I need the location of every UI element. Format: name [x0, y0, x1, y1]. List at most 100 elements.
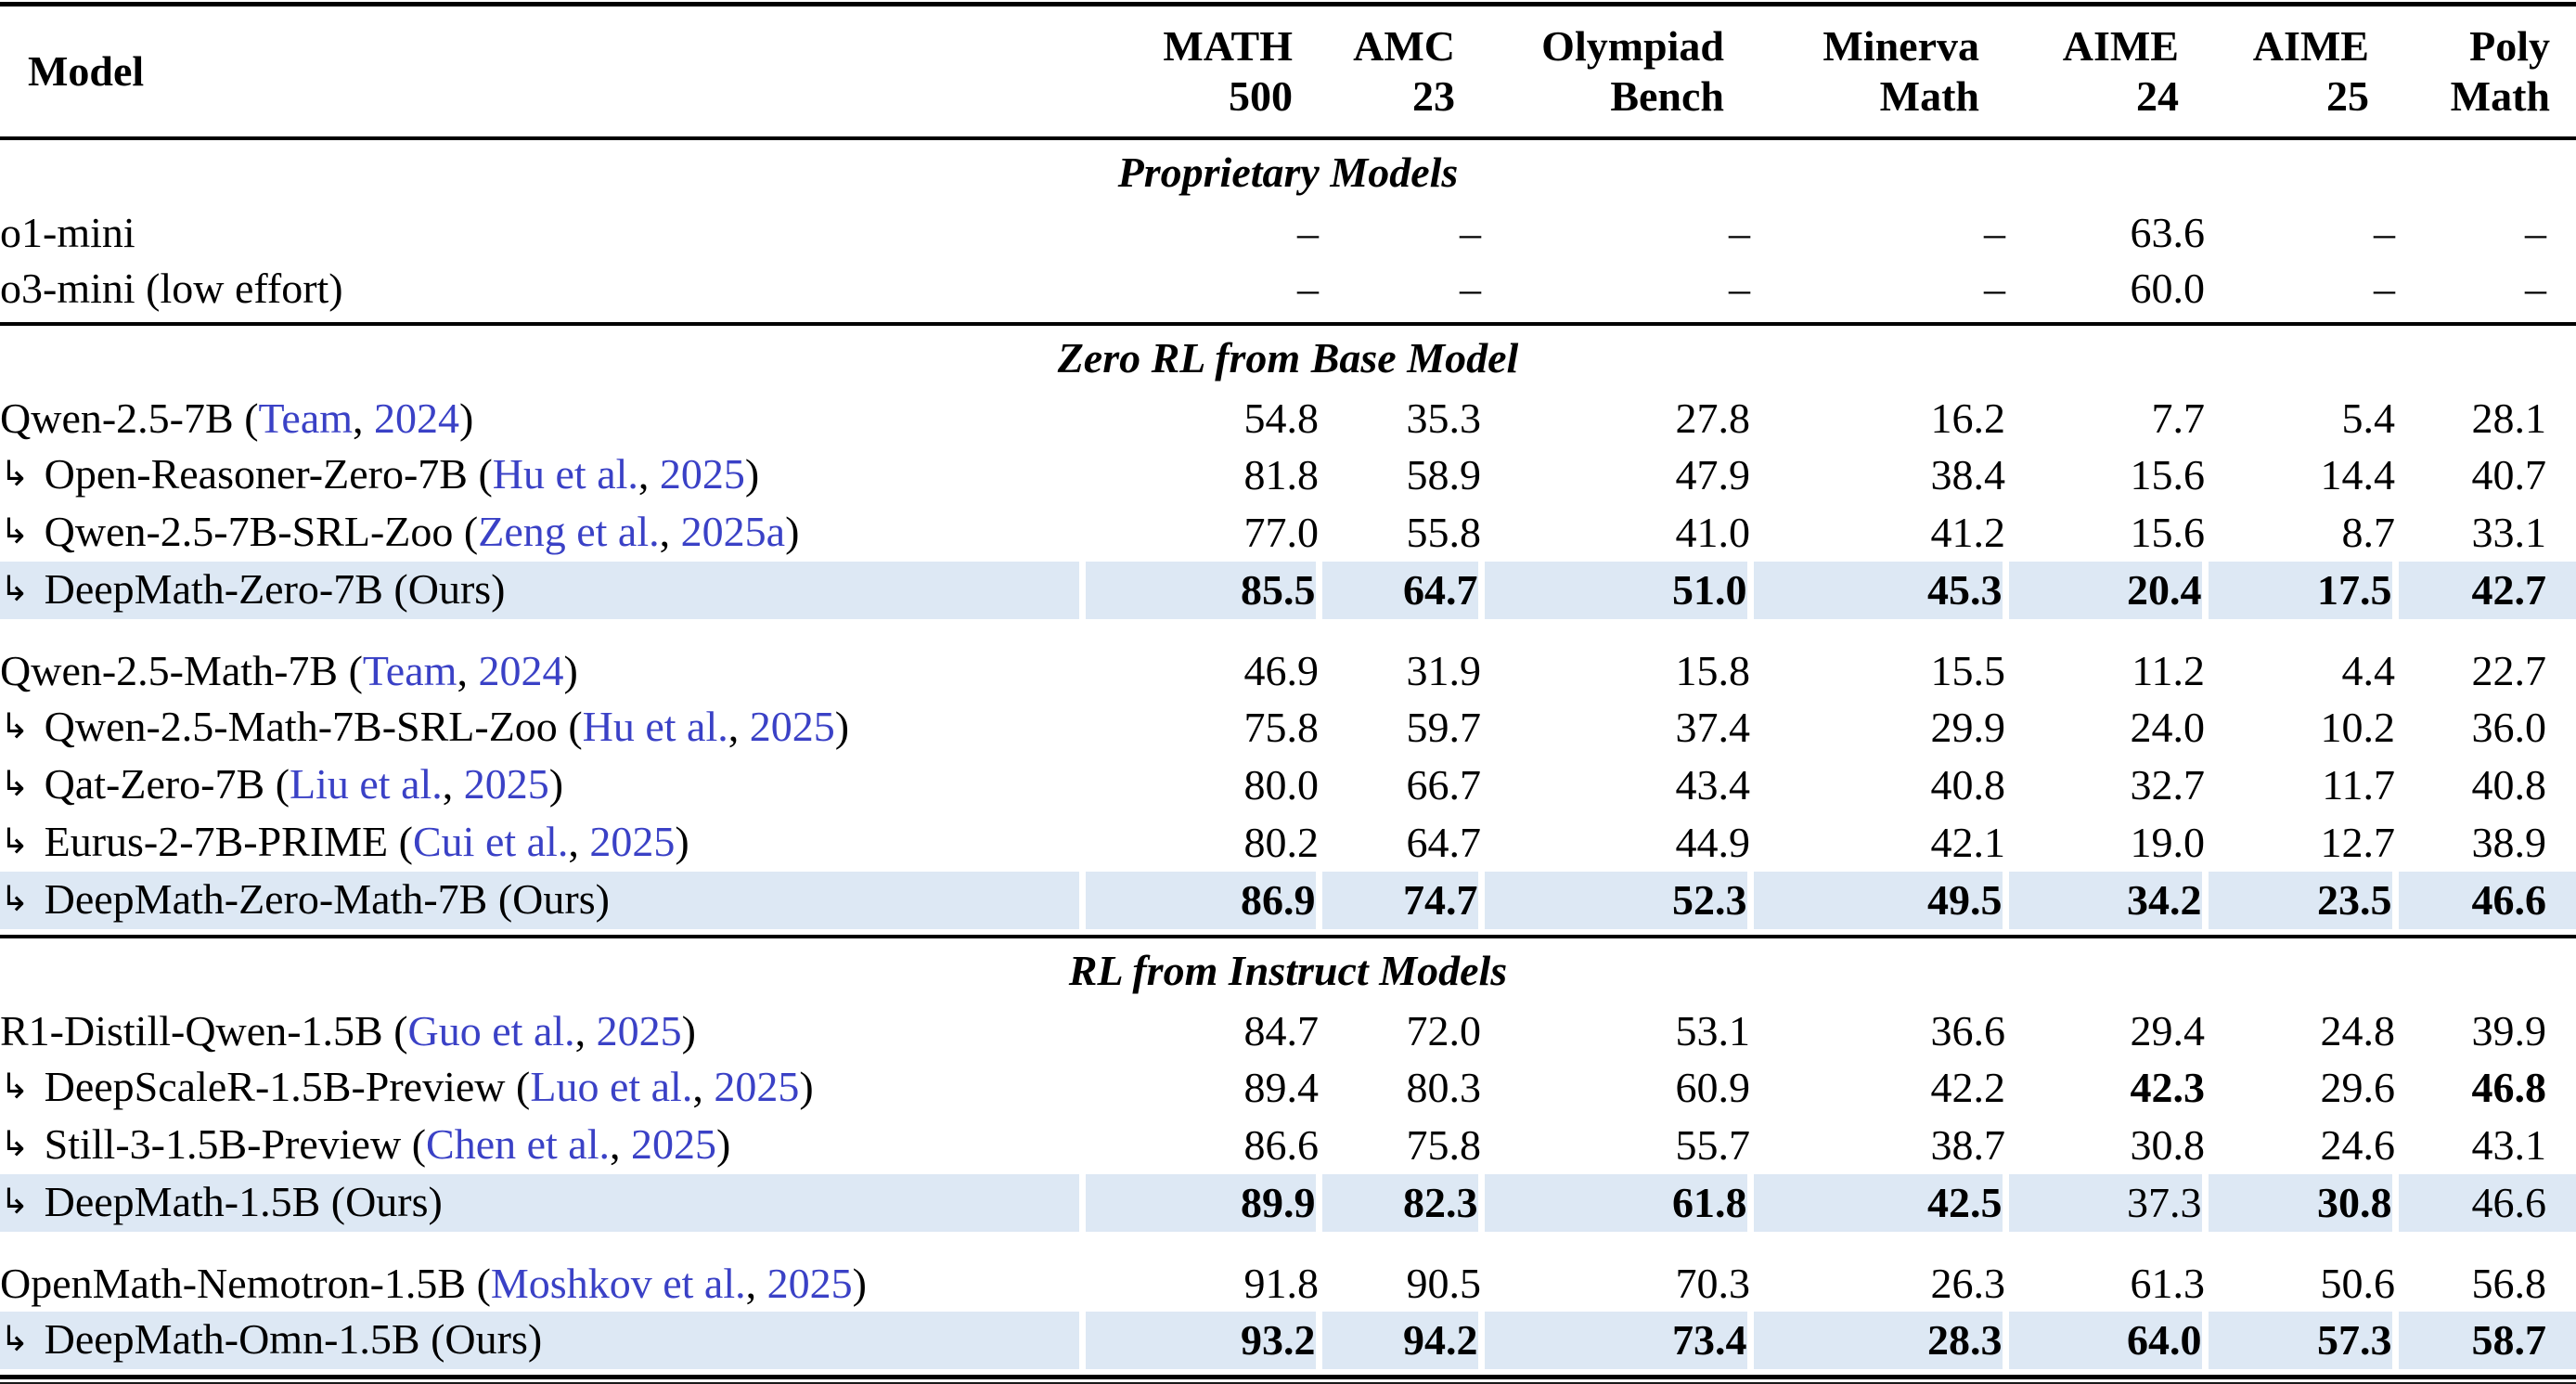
branch-arrow-icon: ↳	[0, 1123, 30, 1164]
score-cell: 80.2	[1243, 819, 1320, 866]
model-row: ↳ Qwen-2.5-7B-SRL-Zoo (Zeng et al., 2025a…	[0, 504, 2576, 562]
score-cell: 29.6	[2320, 1064, 2396, 1111]
branch-arrow-icon: ↳	[0, 1066, 30, 1106]
citation-year-link[interactable]: 2025	[766, 1260, 853, 1307]
score-cell: 89.9	[1078, 1174, 1319, 1232]
score-cell: 26.3	[1930, 1260, 2006, 1307]
score-cell: 44.9	[1675, 819, 1751, 866]
score-cell: 35.3	[1406, 395, 1482, 442]
model-row: ↳ Open-Reasoner-Zero-7B (Hu et al., 2025)…	[0, 446, 2576, 504]
score-cell: 61.3	[2130, 1260, 2206, 1307]
model-name: Open-Reasoner-Zero-7B	[44, 450, 468, 498]
row-spacer	[0, 1369, 2576, 1378]
section-header: Proprietary Models	[1117, 149, 1459, 196]
model-name: DeepMath-Zero-Math-7B	[44, 875, 488, 923]
score-cell: 19.0	[2130, 819, 2206, 866]
column-header-metric: AIME 24	[2005, 6, 2205, 136]
model-row: OpenMath-Nemotron-1.5B (Moshkov et al., …	[0, 1256, 2576, 1312]
score-cell: 42.5	[1746, 1174, 2005, 1232]
score-cell: 23.5	[2201, 872, 2395, 929]
score-cell: 15.8	[1675, 647, 1751, 694]
citation-author-link[interactable]: Moshkov et al.	[490, 1260, 746, 1307]
column-header-line: 25	[2326, 72, 2369, 120]
column-header-line: Bench	[1610, 72, 1724, 120]
score-cell: 20.4	[2002, 562, 2205, 619]
score-cell: –	[1729, 209, 1750, 256]
model-row: ↳ DeepMath-Zero-7B (Ours) 85.5 64.7 51.0 45.3…	[0, 562, 2576, 619]
model-name-cell: OpenMath-Nemotron-1.5B (Moshkov et al., …	[0, 1260, 867, 1307]
model-row: ↳ Eurus-2-7B-PRIME (Cui et al., 2025) 80.2…	[0, 814, 2576, 872]
branch-arrow-icon: ↳	[0, 1318, 30, 1359]
citation-year-link[interactable]: 2025	[714, 1063, 800, 1110]
score-cell: 77.0	[1243, 509, 1320, 556]
citation-year-link[interactable]: 2025	[631, 1120, 717, 1168]
section-rule	[0, 935, 2576, 938]
score-cell: 38.4	[1930, 451, 2006, 498]
citation-year-link[interactable]: 2025	[463, 760, 549, 808]
score-cell: 39.9	[2471, 1007, 2547, 1054]
model-name-cell: ↳ Eurus-2-7B-PRIME (Cui et al., 2025)	[0, 818, 689, 865]
score-cell: 12.7	[2320, 819, 2396, 866]
section-rule	[0, 322, 2576, 326]
score-cell: 73.4	[1477, 1312, 1750, 1369]
model-row: Qwen-2.5-Math-7B (Team, 2024) 46.9 31.9 15.…	[0, 643, 2576, 699]
score-cell: 80.3	[1406, 1064, 1482, 1111]
score-cell: –	[2374, 265, 2395, 312]
model-name: Eurus-2-7B-PRIME	[44, 818, 389, 865]
column-header-metric: AIME 25	[2205, 6, 2395, 136]
header-rule	[0, 136, 2576, 140]
model-name: Still-3-1.5B-Preview	[44, 1120, 402, 1168]
model-name-cell: ↳ DeepScaleR-1.5B-Preview (Luo et al., 20…	[0, 1063, 814, 1110]
branch-arrow-icon: ↳	[0, 568, 30, 609]
row-spacer	[0, 1232, 2576, 1256]
model-row: ↳ DeepMath-1.5B (Ours) 89.9 82.3 61.8 42.5 37.…	[0, 1174, 2576, 1232]
score-cell: 10.2	[2320, 704, 2396, 751]
score-cell: 55.7	[1675, 1121, 1751, 1169]
score-cell: 57.3	[2201, 1312, 2395, 1369]
score-cell: –	[1297, 265, 1319, 312]
model-name-cell: ↳ Still-3-1.5B-Preview (Chen et al., 2025…	[0, 1120, 731, 1168]
column-header-line: 23	[1412, 72, 1455, 120]
citation-author-link[interactable]: Zeng et al.	[478, 508, 660, 555]
citation-author-link[interactable]: Guo et al.	[407, 1007, 575, 1054]
score-cell: 50.6	[2320, 1260, 2396, 1307]
citation-year-link[interactable]: 2025	[659, 450, 745, 498]
score-cell: –	[1729, 265, 1750, 312]
citation-author-link[interactable]: Chen et al.	[426, 1120, 611, 1168]
citation-author-link[interactable]: Liu et al.	[290, 760, 443, 808]
citation-year-link[interactable]: 2025a	[680, 508, 786, 555]
model-name-cell: ↳ DeepMath-Omn-1.5B (Ours)	[0, 1312, 1082, 1369]
citation-year-link[interactable]: 2025	[596, 1007, 682, 1054]
score-cell: 52.3	[1477, 872, 1750, 929]
citation-year-link[interactable]: 2024	[374, 395, 460, 442]
model-name: OpenMath-Nemotron-1.5B	[0, 1260, 467, 1307]
score-cell: 40.8	[2471, 761, 2547, 808]
score-cell: 86.6	[1243, 1121, 1320, 1169]
score-cell: 29.9	[1930, 704, 2006, 751]
model-name: Qwen-2.5-7B-SRL-Zoo	[44, 508, 454, 555]
citation-author-link[interactable]: Team	[362, 647, 457, 694]
model-row: ↳ DeepScaleR-1.5B-Preview (Luo et al., 20…	[0, 1059, 2576, 1117]
citation-author-link[interactable]: Hu et al.	[492, 450, 638, 498]
score-cell: 42.7	[2391, 562, 2576, 619]
citation-year-link[interactable]: 2025	[589, 818, 676, 865]
score-cell: –	[2525, 265, 2546, 312]
score-cell: 46.8	[2471, 1064, 2547, 1111]
citation-year-link[interactable]: 2024	[478, 647, 564, 694]
score-cell: 42.3	[2130, 1064, 2206, 1111]
score-cell: 4.4	[2341, 647, 2396, 694]
score-cell: 63.6	[2130, 209, 2206, 256]
score-cell: 58.9	[1406, 451, 1482, 498]
citation-author-link[interactable]: Team	[258, 395, 354, 442]
citation-author-link[interactable]: Hu et al.	[582, 703, 728, 750]
benchmark-results-table: Model MATH 500 AMC 23 Olympiad Bench Minerva Ma…	[0, 6, 2576, 1379]
score-cell: –	[2374, 209, 2395, 256]
citation-year-link[interactable]: 2025	[749, 703, 835, 750]
citation-author-link[interactable]: Cui et al.	[412, 818, 569, 865]
score-cell: 32.7	[2130, 761, 2206, 808]
model-name: Qwen-2.5-Math-7B-SRL-Zoo	[44, 703, 558, 750]
score-cell: 22.7	[2471, 647, 2547, 694]
citation-author-link[interactable]: Luo et al.	[530, 1063, 693, 1110]
model-name-cell: ↳ DeepMath-Zero-7B (Ours)	[0, 562, 1082, 619]
score-cell: 15.6	[2130, 451, 2206, 498]
